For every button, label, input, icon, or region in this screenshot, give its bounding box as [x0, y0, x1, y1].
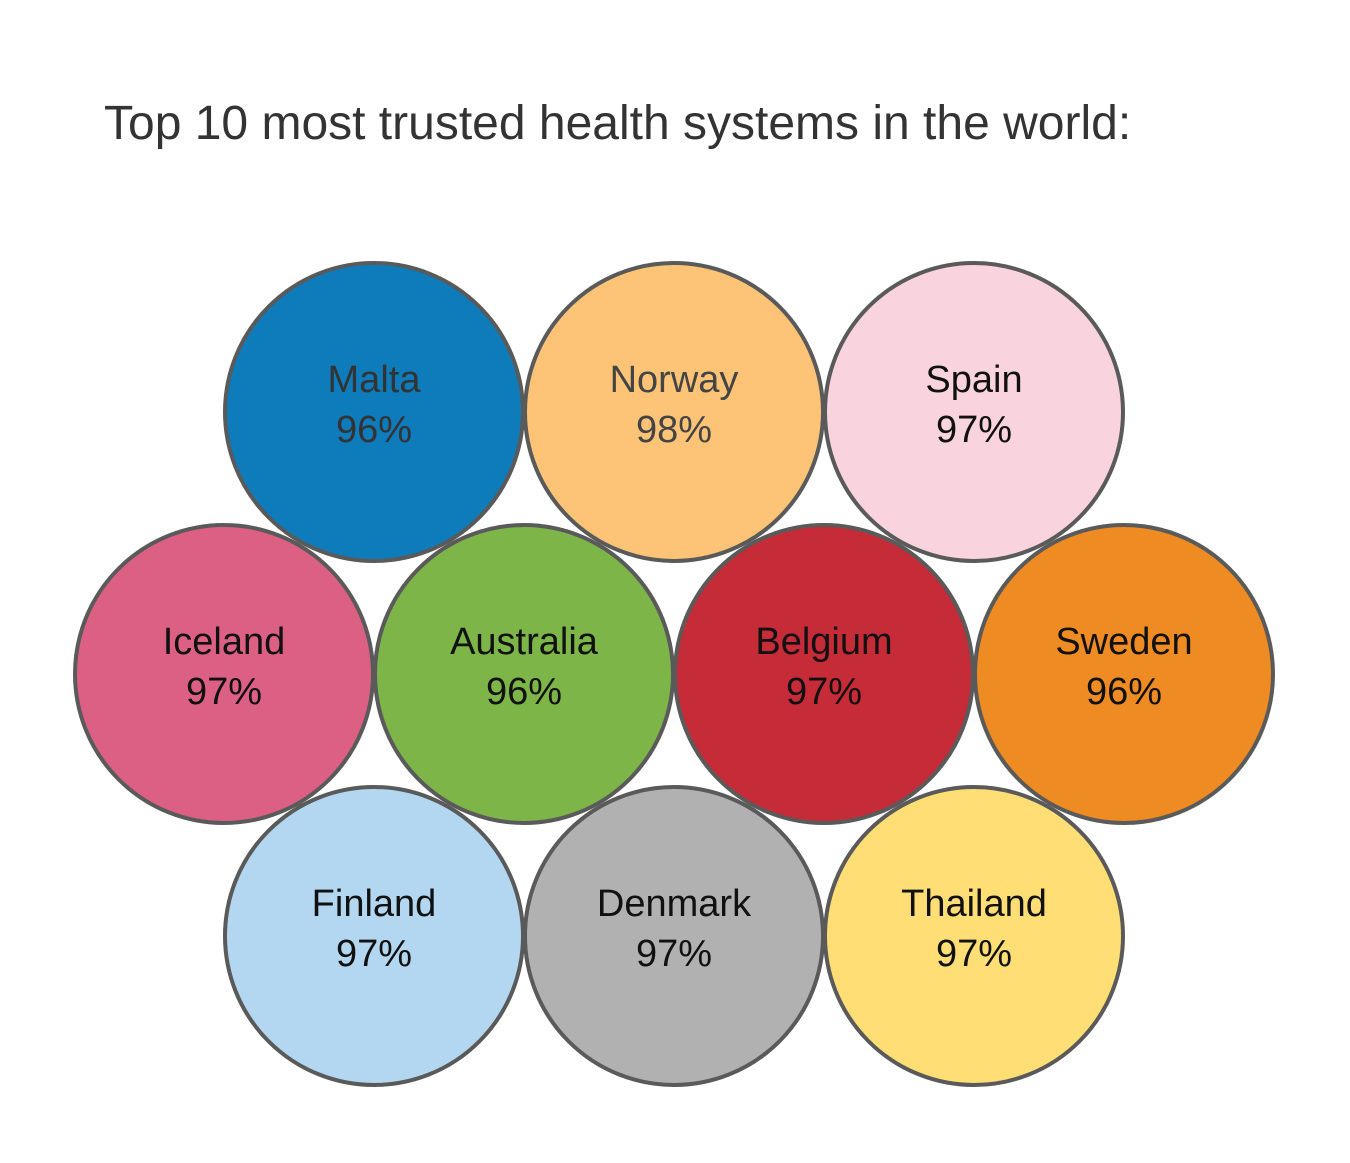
bubble-denmark: Denmark 97%	[523, 785, 825, 1087]
bubble-name-sweden: Sweden	[1055, 621, 1192, 663]
bubble-value-sweden: 96%	[1086, 671, 1162, 713]
bubble-circle-sweden	[973, 523, 1275, 825]
bubble-name-norway: Norway	[610, 359, 739, 401]
bubble-value-thailand: 97%	[936, 933, 1012, 975]
bubble-name-belgium: Belgium	[755, 621, 892, 663]
bubble-value-spain: 97%	[936, 409, 1012, 451]
bubble-name-spain: Spain	[925, 359, 1022, 401]
bubble-circle-thailand	[823, 785, 1125, 1087]
bubble-value-malta: 96%	[336, 409, 412, 451]
bubble-value-australia: 96%	[486, 671, 562, 713]
bubble-malta: Malta 96%	[223, 261, 525, 563]
bubble-name-thailand: Thailand	[901, 883, 1047, 925]
bubble-name-australia: Australia	[450, 621, 599, 663]
chart-title: Top 10 most trusted health systems in th…	[104, 97, 1132, 150]
bubble-sweden: Sweden 96%	[973, 523, 1275, 825]
bubble-value-denmark: 97%	[636, 933, 712, 975]
bubble-value-iceland: 97%	[186, 671, 262, 713]
bubble-value-norway: 98%	[636, 409, 712, 451]
bubble-norway: Norway 98%	[523, 261, 825, 563]
bubble-name-iceland: Iceland	[163, 621, 286, 663]
bubble-thailand: Thailand 97%	[823, 785, 1125, 1087]
bubble-belgium: Belgium 97%	[673, 523, 975, 825]
bubble-finland: Finland 97%	[223, 785, 525, 1087]
bubble-value-belgium: 97%	[786, 671, 862, 713]
bubble-iceland: Iceland 97%	[73, 523, 375, 825]
bubble-circle-spain	[823, 261, 1125, 563]
bubble-australia: Australia 96%	[373, 523, 675, 825]
bubble-value-finland: 97%	[336, 933, 412, 975]
bubble-spain: Spain 97%	[823, 261, 1125, 563]
bubble-name-denmark: Denmark	[597, 883, 752, 925]
bubble-name-finland: Finland	[312, 883, 437, 925]
bubble-name-malta: Malta	[328, 359, 422, 401]
